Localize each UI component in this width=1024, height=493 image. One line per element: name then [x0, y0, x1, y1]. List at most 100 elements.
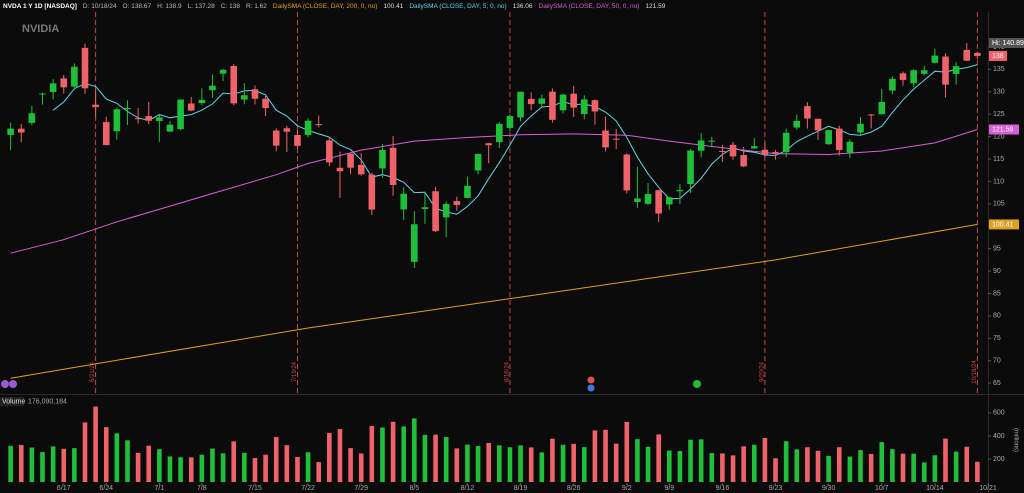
candle-body [825, 130, 832, 145]
candle-body [867, 114, 875, 116]
expiration-label: 7/19/24 [292, 361, 298, 382]
candle-body [81, 47, 89, 89]
legend-value: 100.41 [383, 2, 404, 10]
candle-body [400, 193, 407, 210]
volume-bar [571, 443, 576, 482]
header-field: D: 10/18/24 [82, 2, 117, 10]
x-tick-label: 7/8 [197, 485, 207, 492]
y-tick-label: 110 [993, 178, 1004, 185]
volume-axis-label: (millions) [1012, 428, 1018, 452]
volume-bar [900, 453, 906, 482]
volume-bar [943, 438, 948, 482]
candle-body [432, 191, 439, 232]
candle-body [878, 102, 886, 115]
candle-body [740, 155, 747, 167]
volume-bar [879, 442, 885, 482]
volume-bar [358, 453, 364, 482]
x-tick-label: 9/2 [622, 485, 632, 492]
expiration-label: 6/21/24 [90, 361, 96, 382]
volume-bar [581, 447, 587, 482]
volume-bar [656, 434, 661, 482]
y-tick-label: 75 [993, 335, 1001, 342]
x-tick-label: 7/1 [154, 485, 164, 492]
volume-bar [645, 446, 651, 482]
candle-body [931, 55, 939, 63]
x-tick-label: 8/26 [567, 485, 581, 492]
y-tick-label: 70 [993, 358, 1001, 365]
volume-tick-label: 600 [993, 410, 1005, 417]
volume-bar [50, 446, 56, 482]
volume-bar [412, 418, 417, 482]
volume-bar [836, 447, 842, 482]
price-label: Hi: 140.89 [989, 37, 1024, 48]
candle-body [145, 116, 153, 121]
candle-body [241, 95, 248, 100]
y-tick-label: 80 [993, 313, 1001, 320]
volume-bar [390, 421, 396, 482]
candle-body [559, 94, 567, 111]
candle-body [772, 152, 779, 154]
candle-body [899, 73, 907, 80]
legend-entry: DailySMA (CLOSE, DAY, 5, 0, no) [409, 2, 507, 10]
volume-bar [475, 446, 481, 482]
legend-entry: DailySMA (CLOSE, DAY, 50, 0, no) [538, 2, 640, 10]
volume-bar [783, 441, 789, 482]
candle-body [28, 113, 36, 123]
x-tick-label: 7/29 [354, 485, 368, 492]
volume-bar [624, 421, 630, 482]
candle-body [347, 153, 354, 168]
y-tick-label: 120 [993, 133, 1005, 140]
volume-bar [369, 426, 375, 482]
background [0, 12, 1024, 493]
volume-bar [921, 462, 927, 482]
logo: NVIDIA [22, 23, 59, 35]
candle-body [623, 154, 631, 191]
volume-bar [666, 450, 672, 482]
volume-title-box [0, 397, 24, 406]
candle-body [750, 146, 758, 149]
candle-body [782, 132, 790, 153]
volume-bar [975, 461, 980, 482]
sma-line [10, 129, 978, 254]
y-tick-label: 85 [993, 290, 1001, 297]
volume-bar [560, 444, 566, 482]
x-tick-label: 8/12 [461, 485, 475, 492]
event-icon [1, 380, 9, 388]
volume-bar [380, 427, 385, 482]
price-label: 138 [989, 50, 1007, 61]
y-tick-label: 135 [993, 66, 1005, 73]
volume-bar [284, 445, 290, 482]
volume-bar [858, 450, 863, 482]
volume-bar [815, 450, 821, 482]
legend-entry: DailySMA (CLOSE, DAY, 200, 0, no) [272, 2, 378, 10]
x-tick-label: 9/16 [716, 485, 730, 492]
candle-body [910, 70, 917, 84]
volume-bar [592, 430, 598, 482]
volume-bar [316, 462, 322, 482]
candle-body [187, 103, 195, 111]
candle-body [134, 118, 142, 120]
candle-body [591, 100, 599, 112]
volume-bar [454, 448, 460, 482]
candle-body [113, 109, 121, 132]
x-tick-label: 7/22 [301, 485, 315, 492]
volume-bar [847, 456, 853, 482]
candle-body [952, 66, 960, 74]
x-tick-label: 10/14 [926, 485, 944, 492]
candle-body [729, 144, 737, 157]
volume-bar [337, 429, 343, 482]
candle-body [570, 93, 577, 108]
candle-body [304, 120, 312, 136]
price-label: 100.41 [989, 219, 1019, 230]
header-field: C: 138 [220, 2, 240, 10]
candle-body [209, 85, 216, 91]
volume-bar [210, 448, 215, 482]
candle-body [527, 98, 535, 105]
volume-bar [125, 440, 130, 482]
volume-bar [688, 439, 693, 482]
candle-body [687, 150, 694, 185]
candle-body [283, 128, 291, 132]
y-tick-label: 125 [993, 111, 1005, 118]
price-label-text: 121.59 [992, 126, 1014, 133]
